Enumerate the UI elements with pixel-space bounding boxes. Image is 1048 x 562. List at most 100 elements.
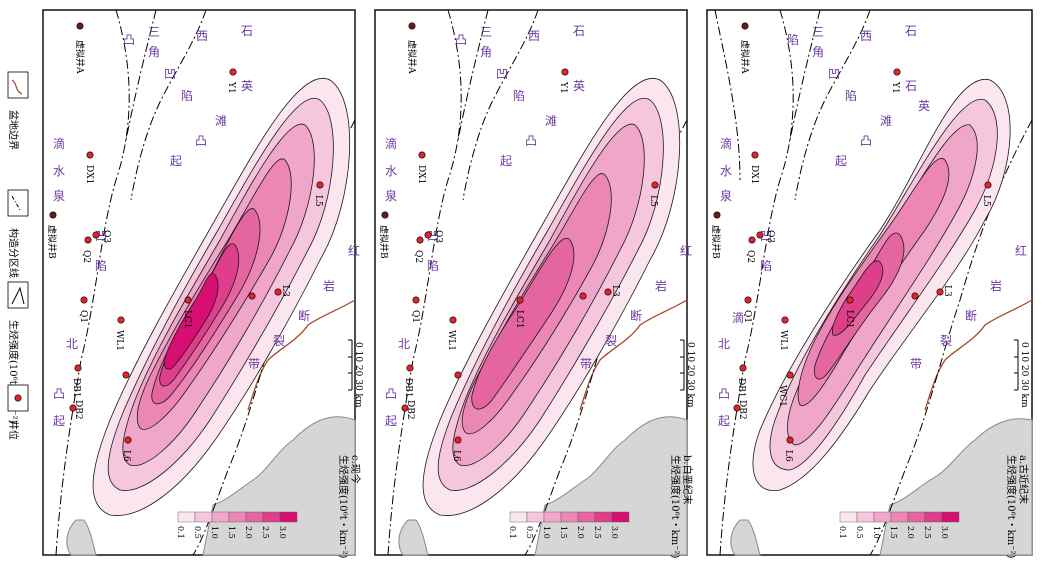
svg-text:1.0: 1.0 xyxy=(542,526,551,539)
svg-text:泉: 泉 xyxy=(53,189,65,203)
shared-legend: 盆地边界 构造分区线 生烃强度(10⁶t・km⁻²) 井位 xyxy=(7,71,29,440)
svg-text:井位: 井位 xyxy=(7,420,20,440)
panel-b: 三 角 凸 凹 陷 西 石 英 滩 凸 起 滴 水 泉 凹 陷 北 凸 起 红 … xyxy=(378,9,695,558)
svg-text:0.5: 0.5 xyxy=(525,526,534,539)
svg-text:L6: L6 xyxy=(783,450,793,462)
svg-text:WL1: WL1 xyxy=(778,330,788,351)
svg-text:Q3: Q3 xyxy=(101,230,111,243)
svg-text:a.古近纪末: a.古近纪末 xyxy=(1017,455,1030,504)
svg-text:0.1: 0.1 xyxy=(176,526,185,539)
svg-text:三: 三 xyxy=(812,25,824,39)
svg-text:陷: 陷 xyxy=(513,88,525,103)
svg-text:石: 石 xyxy=(573,24,585,38)
svg-text:DB1: DB1 xyxy=(403,378,413,398)
svg-text:滩: 滩 xyxy=(215,114,227,128)
svg-text:角: 角 xyxy=(480,45,492,59)
svg-text:北: 北 xyxy=(718,337,730,351)
fault-2 xyxy=(125,9,157,141)
svg-text:断: 断 xyxy=(965,308,977,323)
fault-2 xyxy=(457,9,489,141)
svg-text:0.1: 0.1 xyxy=(508,526,517,539)
svg-text:WL1: WL1 xyxy=(446,330,456,351)
svg-text:起: 起 xyxy=(835,154,847,168)
gray-area-2 xyxy=(398,519,429,556)
svg-text:LC1: LC1 xyxy=(514,310,524,329)
svg-text:虚拟井B: 虚拟井B xyxy=(710,225,722,259)
svg-text:凸: 凸 xyxy=(718,387,730,401)
scale-bar-a: 0 10 20 30 km xyxy=(1014,339,1029,408)
svg-text:角: 角 xyxy=(812,45,824,59)
svg-text:b.白垩纪末: b.白垩纪末 xyxy=(681,455,694,505)
svg-text:LC1: LC1 xyxy=(182,310,192,329)
svg-text:石: 石 xyxy=(905,79,917,93)
svg-text:滴: 滴 xyxy=(385,136,397,151)
region-labels-a: 三 角 陷 凹 陷 西 石 石 英 滩 凸 起 滴 水 泉 凹 陷 滴 北 凸 … xyxy=(718,24,1027,428)
svg-text:L5: L5 xyxy=(648,195,658,207)
svg-text:带: 带 xyxy=(910,357,922,371)
panel-a: 三 角 陷 凹 陷 西 石 石 英 滩 凸 起 滴 水 泉 凹 陷 滴 北 凸 … xyxy=(710,9,1033,558)
svg-text:滩: 滩 xyxy=(545,114,557,128)
gray-area-2 xyxy=(730,519,761,556)
svg-text:c.现今: c.现今 xyxy=(349,455,362,484)
svg-text:滴: 滴 xyxy=(720,136,732,151)
svg-text:起: 起 xyxy=(718,414,730,428)
svg-text:DB2: DB2 xyxy=(405,400,415,420)
svg-text:凸: 凸 xyxy=(860,134,872,148)
svg-text:构造分区线: 构造分区线 xyxy=(7,228,20,278)
svg-text:2.5: 2.5 xyxy=(923,526,932,539)
svg-text:2.0: 2.0 xyxy=(244,526,253,539)
svg-text:生烃强度(10⁶t・km⁻²): 生烃强度(10⁶t・km⁻²) xyxy=(669,455,682,558)
svg-text:凸: 凸 xyxy=(53,387,65,401)
svg-text:WL1: WL1 xyxy=(114,330,124,351)
svg-text:岩: 岩 xyxy=(323,278,335,293)
basin-boundary xyxy=(924,299,1033,411)
svg-text:起: 起 xyxy=(170,154,182,168)
svg-text:陷: 陷 xyxy=(95,258,107,273)
svg-text:Y1: Y1 xyxy=(890,81,900,94)
svg-text:三: 三 xyxy=(480,25,492,39)
svg-text:盆地边界: 盆地边界 xyxy=(7,110,20,150)
svg-text:虚拟井B: 虚拟井B xyxy=(46,225,58,259)
contour-fill-c xyxy=(92,77,351,516)
svg-text:3.0: 3.0 xyxy=(278,526,287,539)
svg-text:2.5: 2.5 xyxy=(593,526,602,539)
svg-text:虚拟井A: 虚拟井A xyxy=(739,40,751,74)
svg-text:Q2: Q2 xyxy=(745,250,755,263)
svg-text:起: 起 xyxy=(500,154,512,168)
svg-text:L6: L6 xyxy=(451,450,461,462)
svg-text:石: 石 xyxy=(241,24,253,38)
svg-text:起: 起 xyxy=(385,414,397,428)
svg-text:起: 起 xyxy=(53,414,65,428)
svg-text:西: 西 xyxy=(528,29,540,43)
wells-a: 虚拟井A Y1 DX1 虚拟井B Q3 Q2 L5 L3 LC1 Q1 WL1 … xyxy=(710,22,992,462)
svg-text:2.5: 2.5 xyxy=(261,526,270,539)
svg-text:DB2: DB2 xyxy=(737,400,747,420)
svg-text:三: 三 xyxy=(148,25,160,39)
svg-text:凹: 凹 xyxy=(760,229,772,243)
fault-1 xyxy=(387,9,462,556)
svg-text:L3: L3 xyxy=(610,285,620,297)
svg-text:石: 石 xyxy=(905,24,917,38)
svg-text:3.0: 3.0 xyxy=(940,526,949,539)
svg-text:DB2: DB2 xyxy=(73,400,83,420)
svg-text:生烃强度(10⁶t・km⁻²): 生烃强度(10⁶t・km⁻²) xyxy=(1005,455,1018,558)
svg-text:0.5: 0.5 xyxy=(193,526,202,539)
svg-text:1.5: 1.5 xyxy=(227,526,236,539)
svg-text:水: 水 xyxy=(720,164,732,178)
svg-text:岩: 岩 xyxy=(655,278,667,293)
region-labels-c: 三 角 凸 凹 陷 西 石 英 滩 凸 起 滴 水 泉 凹 陷 北 凸 起 红 … xyxy=(53,24,360,428)
svg-text:水: 水 xyxy=(53,164,65,178)
svg-text:Q1: Q1 xyxy=(78,310,88,323)
fault-5 xyxy=(714,9,741,181)
svg-text:0.5: 0.5 xyxy=(855,526,864,539)
scale-bar-b: 0 10 20 30 km xyxy=(680,339,695,408)
fault-1 xyxy=(55,9,130,556)
svg-text:滩: 滩 xyxy=(880,114,892,128)
svg-text:裂: 裂 xyxy=(273,334,285,348)
svg-text:断: 断 xyxy=(298,308,310,323)
svg-text:L5: L5 xyxy=(981,195,991,207)
svg-text:陷: 陷 xyxy=(181,88,193,103)
svg-text:泉: 泉 xyxy=(720,189,732,203)
svg-text:Y1: Y1 xyxy=(558,81,568,94)
